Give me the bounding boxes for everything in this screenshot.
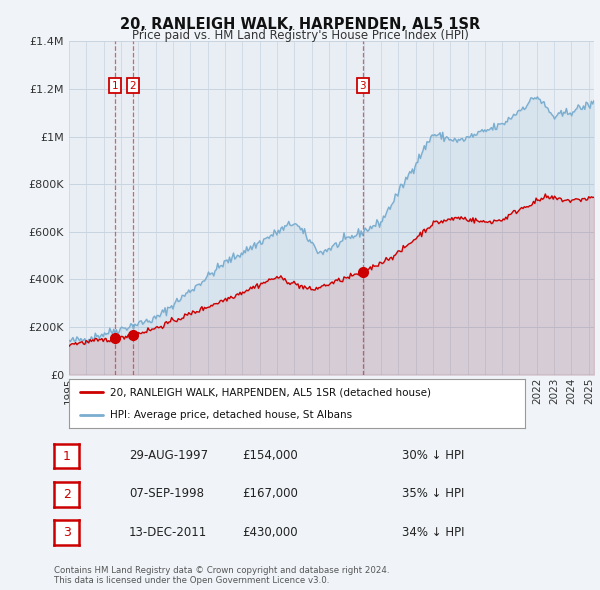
Text: Contains HM Land Registry data © Crown copyright and database right 2024.
This d: Contains HM Land Registry data © Crown c… [54, 566, 389, 585]
Text: HPI: Average price, detached house, St Albans: HPI: Average price, detached house, St A… [110, 409, 352, 419]
Text: 1: 1 [112, 81, 118, 91]
Text: Price paid vs. HM Land Registry's House Price Index (HPI): Price paid vs. HM Land Registry's House … [131, 30, 469, 42]
Text: 20, RANLEIGH WALK, HARPENDEN, AL5 1SR (detached house): 20, RANLEIGH WALK, HARPENDEN, AL5 1SR (d… [110, 388, 431, 398]
Text: £154,000: £154,000 [242, 449, 298, 462]
Text: 2: 2 [130, 81, 136, 91]
Text: 34% ↓ HPI: 34% ↓ HPI [402, 526, 464, 539]
Text: 20, RANLEIGH WALK, HARPENDEN, AL5 1SR: 20, RANLEIGH WALK, HARPENDEN, AL5 1SR [120, 17, 480, 31]
Text: 2: 2 [62, 488, 71, 501]
Text: 30% ↓ HPI: 30% ↓ HPI [402, 449, 464, 462]
Text: 1: 1 [62, 450, 71, 463]
Text: 35% ↓ HPI: 35% ↓ HPI [402, 487, 464, 500]
Text: 13-DEC-2011: 13-DEC-2011 [129, 526, 207, 539]
Text: £167,000: £167,000 [242, 487, 298, 500]
Text: 07-SEP-1998: 07-SEP-1998 [129, 487, 204, 500]
Text: 29-AUG-1997: 29-AUG-1997 [129, 449, 208, 462]
Text: £430,000: £430,000 [242, 526, 298, 539]
Text: 3: 3 [359, 81, 366, 91]
Text: 3: 3 [62, 526, 71, 539]
